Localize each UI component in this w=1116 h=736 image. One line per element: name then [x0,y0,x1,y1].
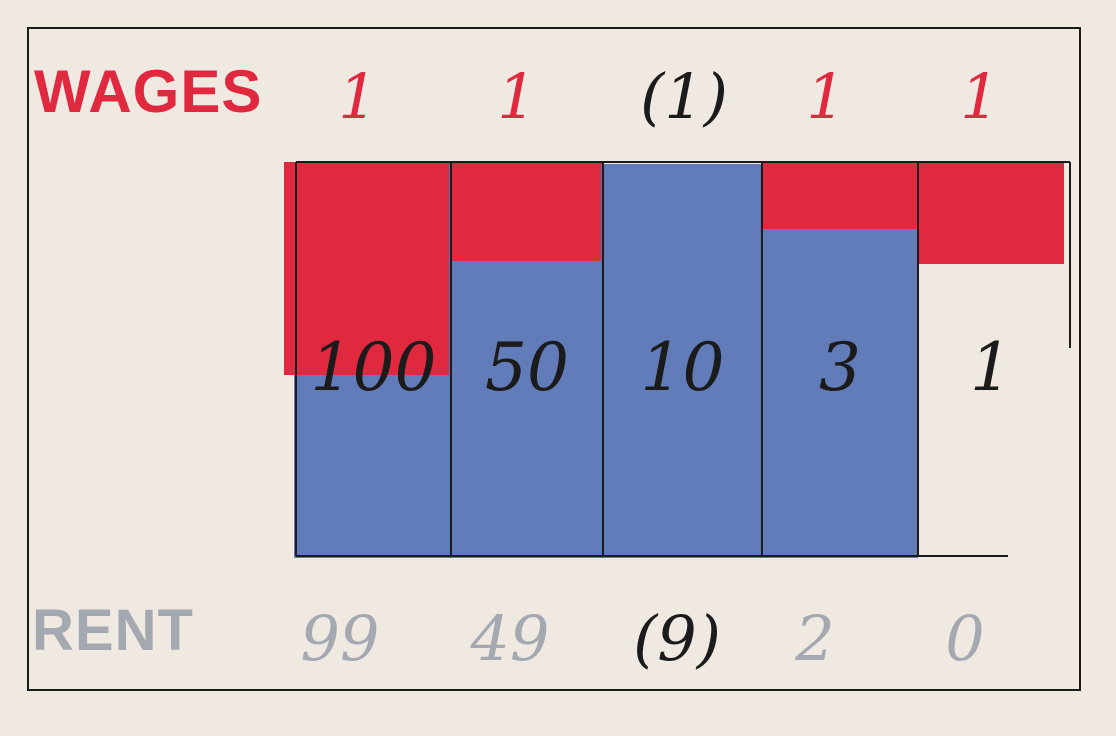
wages-bar-4 [762,162,918,229]
wages-bar-2 [451,162,603,261]
rent-value-1: 99 [301,602,380,675]
total-label-5: 1 [970,329,1012,406]
wages-value-4: 1 [806,60,845,133]
bars-group [284,162,1064,558]
rent-bar-3 [601,164,762,558]
grid-lines [295,161,1071,557]
rent-value-2: 49 [470,602,550,675]
total-label-2: 50 [485,329,569,406]
rent-value-4: 2 [794,602,834,675]
labels-group: 100 50 10 3 1 1 1 (1) 1 1 99 49 (9) 2 0 [301,60,1012,675]
rent-value-3: (9) [633,602,721,675]
total-label-1: 100 [311,329,437,406]
rent-row-title: RENT [32,598,194,663]
wages-value-5: 1 [960,60,999,133]
wages-row-title: WAGES [34,58,262,125]
wages-bar-1 [284,162,451,375]
wages-value-1: 1 [338,60,377,133]
rent-value-5: 0 [945,602,984,675]
wages-bar-5 [918,162,1064,264]
total-label-3: 10 [641,329,725,406]
outer-frame [27,27,1081,691]
rent-bar-4 [760,164,918,558]
wages-value-2: 1 [497,60,536,133]
total-label-4: 3 [819,329,861,406]
wages-value-3: (1) [640,60,728,133]
